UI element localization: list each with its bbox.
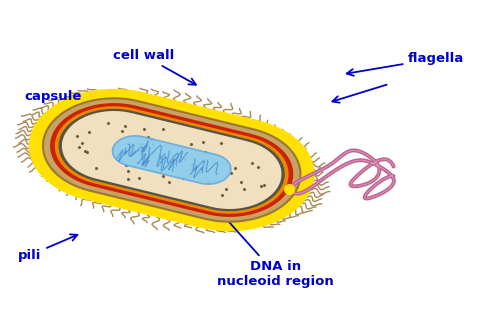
Polygon shape bbox=[112, 136, 231, 184]
Text: capsule: capsule bbox=[25, 90, 101, 110]
Polygon shape bbox=[62, 111, 281, 209]
Text: DNA in
nucleoid region: DNA in nucleoid region bbox=[194, 183, 334, 288]
Polygon shape bbox=[55, 106, 288, 214]
Text: pili: pili bbox=[18, 234, 77, 262]
Polygon shape bbox=[29, 89, 314, 231]
Polygon shape bbox=[59, 109, 285, 211]
Text: cell wall: cell wall bbox=[113, 49, 196, 85]
Polygon shape bbox=[50, 103, 293, 217]
Polygon shape bbox=[43, 98, 300, 222]
Text: flagella: flagella bbox=[347, 52, 465, 76]
